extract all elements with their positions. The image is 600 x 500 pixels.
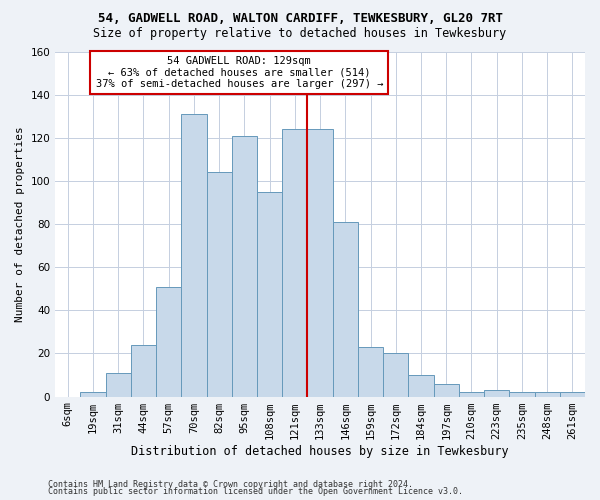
X-axis label: Distribution of detached houses by size in Tewkesbury: Distribution of detached houses by size … — [131, 444, 509, 458]
Bar — [484, 390, 509, 396]
Bar — [409, 375, 434, 396]
Bar — [560, 392, 585, 396]
Bar — [459, 392, 484, 396]
Bar — [131, 345, 156, 397]
Bar — [181, 114, 206, 397]
Text: Size of property relative to detached houses in Tewkesbury: Size of property relative to detached ho… — [94, 26, 506, 40]
Bar — [232, 136, 257, 396]
Bar — [106, 373, 131, 396]
Bar — [206, 172, 232, 396]
Bar — [282, 129, 307, 396]
Text: 54, GADWELL ROAD, WALTON CARDIFF, TEWKESBURY, GL20 7RT: 54, GADWELL ROAD, WALTON CARDIFF, TEWKES… — [97, 12, 503, 26]
Text: Contains public sector information licensed under the Open Government Licence v3: Contains public sector information licen… — [48, 487, 463, 496]
Y-axis label: Number of detached properties: Number of detached properties — [15, 126, 25, 322]
Bar — [156, 286, 181, 397]
Bar — [535, 392, 560, 396]
Bar — [383, 354, 409, 397]
Bar — [332, 222, 358, 396]
Text: 54 GADWELL ROAD: 129sqm
← 63% of detached houses are smaller (514)
37% of semi-d: 54 GADWELL ROAD: 129sqm ← 63% of detache… — [95, 56, 383, 89]
Bar — [358, 347, 383, 397]
Bar — [509, 392, 535, 396]
Bar — [307, 129, 332, 396]
Bar — [80, 392, 106, 396]
Text: Contains HM Land Registry data © Crown copyright and database right 2024.: Contains HM Land Registry data © Crown c… — [48, 480, 413, 489]
Bar — [434, 384, 459, 396]
Bar — [257, 192, 282, 396]
